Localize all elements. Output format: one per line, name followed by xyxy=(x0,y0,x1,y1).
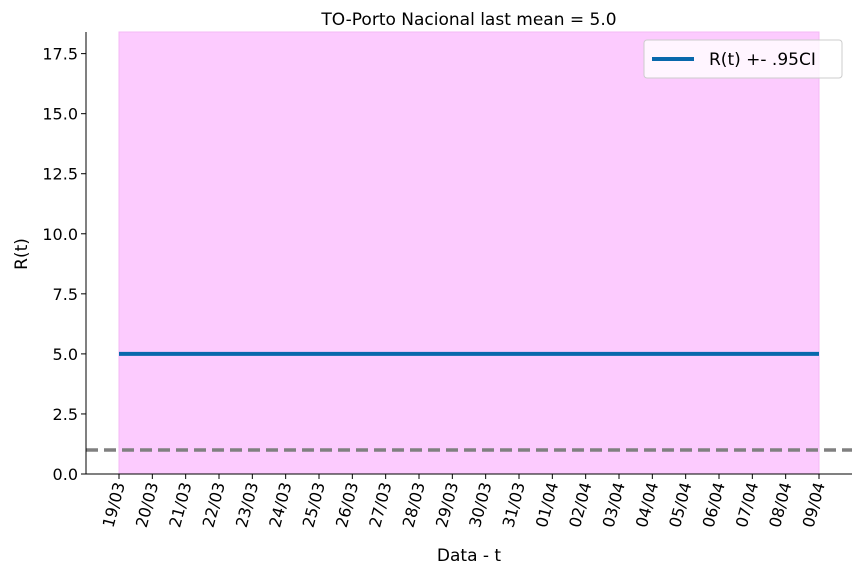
x-tick-label: 29/03 xyxy=(432,480,462,529)
x-tick-label: 19/03 xyxy=(99,480,129,529)
x-tick-label: 25/03 xyxy=(299,480,329,529)
y-tick-label: 10.0 xyxy=(42,225,78,244)
y-tick-label: 2.5 xyxy=(53,405,78,424)
x-tick-label: 02/04 xyxy=(565,480,595,529)
legend-box xyxy=(643,39,843,79)
legend-label: R(t) +- .95CI xyxy=(709,50,816,70)
y-ticks-layer: 0.0 2.5 5.0 7.5 10.0 12.5 15.0 17.5 xyxy=(42,45,86,484)
x-tick-label: 21/03 xyxy=(165,480,195,529)
y-tick-label: 17.5 xyxy=(42,45,78,64)
x-tick-label: 01/04 xyxy=(532,480,562,529)
y-tick-label: 5.0 xyxy=(53,345,78,364)
x-tick-label: 31/03 xyxy=(499,480,529,529)
y-tick-label: 7.5 xyxy=(53,285,78,304)
x-tick-label: 20/03 xyxy=(132,480,162,529)
x-tick-label: 09/04 xyxy=(799,480,829,529)
x-ticks-layer: 19/03 20/03 21/03 22/03 23/03 24/03 25/03 26/03… xyxy=(99,474,829,530)
y-tick-label: 0.0 xyxy=(53,465,78,484)
y-tick-label: 12.5 xyxy=(42,165,78,184)
y-axis-label: R(t) xyxy=(12,238,32,270)
x-tick-label: 24/03 xyxy=(265,480,295,529)
y-tick-label: 15.0 xyxy=(42,105,78,124)
x-tick-label: 05/04 xyxy=(665,480,695,529)
x-tick-label: 23/03 xyxy=(232,480,262,529)
confidence-band xyxy=(118,31,820,475)
x-tick-label: 30/03 xyxy=(465,480,495,529)
x-tick-label: 08/04 xyxy=(765,480,795,529)
x-tick-label: 03/04 xyxy=(599,480,629,529)
x-tick-label: 04/04 xyxy=(632,480,662,529)
legend: R(t) +- .95CI xyxy=(643,39,843,79)
x-tick-label: 28/03 xyxy=(399,480,429,529)
chart-title: TO-Porto Nacional last mean = 5.0 xyxy=(320,10,616,30)
confidence-band-layer xyxy=(118,31,820,475)
x-tick-label: 07/04 xyxy=(732,480,762,529)
x-tick-label: 26/03 xyxy=(332,480,362,529)
axes-layer xyxy=(85,32,852,475)
x-axis-label: Data - t xyxy=(437,546,502,566)
x-tick-label: 06/04 xyxy=(699,480,729,529)
x-tick-label: 27/03 xyxy=(365,480,395,529)
x-tick-label: 22/03 xyxy=(199,480,229,529)
